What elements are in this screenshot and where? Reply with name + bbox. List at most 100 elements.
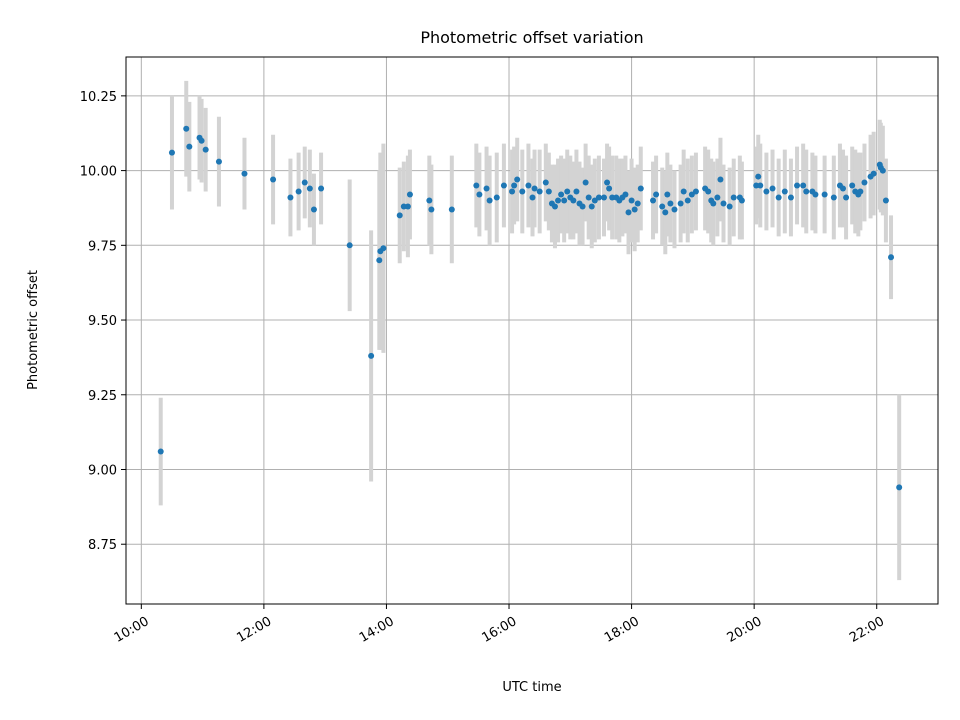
data-point xyxy=(653,191,660,198)
data-point xyxy=(531,185,538,192)
data-point xyxy=(511,182,518,189)
data-point xyxy=(705,188,712,195)
data-point xyxy=(775,194,782,201)
grid-lines xyxy=(126,57,938,604)
data-point xyxy=(662,209,669,216)
y-tick-label: 9.50 xyxy=(88,314,117,329)
data-point xyxy=(404,203,411,210)
data-point xyxy=(622,191,629,198)
data-point xyxy=(634,200,641,207)
x-tick-label: 22:00 xyxy=(847,614,887,646)
data-point xyxy=(476,191,483,198)
data-point xyxy=(186,143,193,150)
data-point xyxy=(380,245,387,252)
data-point xyxy=(794,182,801,189)
data-point xyxy=(241,170,248,177)
data-point xyxy=(514,176,521,183)
data-point xyxy=(287,194,294,201)
data-point xyxy=(720,200,727,207)
x-tick-label: 16:00 xyxy=(479,614,519,646)
data-point xyxy=(692,188,699,195)
data-point xyxy=(426,197,433,204)
data-point xyxy=(879,167,886,174)
data-point xyxy=(555,197,562,204)
data-point xyxy=(680,188,687,195)
data-point xyxy=(536,188,543,195)
data-point xyxy=(659,203,666,210)
x-tick-label: 20:00 xyxy=(725,614,765,646)
data-point xyxy=(677,200,684,207)
data-point xyxy=(483,185,490,192)
data-point xyxy=(637,185,644,192)
x-tick-label: 10:00 xyxy=(112,614,152,646)
y-tick-label: 9.00 xyxy=(88,463,117,478)
data-point xyxy=(714,194,721,201)
x-tick-label: 18:00 xyxy=(602,614,642,646)
data-point xyxy=(551,203,558,210)
data-point xyxy=(849,182,856,189)
data-point xyxy=(882,197,889,204)
data-point xyxy=(561,197,568,204)
y-axis-label: Photometric offset xyxy=(26,270,41,390)
data-point xyxy=(730,194,737,201)
data-point xyxy=(542,179,549,186)
data-point xyxy=(306,185,313,192)
data-point xyxy=(368,352,375,359)
data-point xyxy=(803,188,810,195)
data-point xyxy=(710,200,717,207)
y-axis-ticks: 8.75 9.00 9.25 9.50 9.75 10.00 10.25 xyxy=(80,90,126,553)
data-point xyxy=(684,197,691,204)
data-point xyxy=(588,203,595,210)
data-point xyxy=(168,149,175,156)
data-point xyxy=(650,197,657,204)
data-point xyxy=(595,194,602,201)
data-point xyxy=(870,170,877,177)
x-axis-ticks: 10:00 12:00 14:00 16:00 18:00 20:00 22:00 xyxy=(112,604,887,646)
data-point xyxy=(717,176,724,183)
data-point xyxy=(215,158,222,165)
data-point xyxy=(301,179,308,186)
data-point xyxy=(295,188,302,195)
data-point xyxy=(628,197,635,204)
data-point xyxy=(896,484,903,491)
data-point xyxy=(812,191,819,198)
y-tick-label: 9.25 xyxy=(88,389,117,404)
data-point xyxy=(318,185,325,192)
data-point xyxy=(840,185,847,192)
data-point xyxy=(525,182,532,189)
data-point xyxy=(509,188,516,195)
data-point xyxy=(198,137,205,144)
y-tick-label: 10.00 xyxy=(80,165,117,180)
error-bars xyxy=(158,80,902,581)
data-point xyxy=(667,200,674,207)
chart-title: Photometric offset variation xyxy=(420,28,643,47)
data-point xyxy=(631,206,638,213)
data-point xyxy=(183,125,190,132)
data-point xyxy=(671,206,678,213)
x-tick-label: 12:00 xyxy=(234,614,274,646)
data-point xyxy=(738,197,745,204)
data-point xyxy=(781,188,788,195)
data-point xyxy=(755,173,762,180)
data-point xyxy=(664,191,671,198)
data-point xyxy=(763,188,770,195)
data-point xyxy=(529,194,536,201)
data-point xyxy=(519,188,526,195)
data-point xyxy=(376,257,383,264)
data-point xyxy=(270,176,277,183)
y-tick-label: 10.25 xyxy=(80,90,117,105)
data-point xyxy=(448,206,455,213)
data-point xyxy=(726,203,733,210)
data-point xyxy=(573,188,580,195)
data-point xyxy=(493,194,500,201)
data-point xyxy=(582,179,589,186)
data-point xyxy=(601,194,608,201)
data-point xyxy=(570,197,577,204)
data-point xyxy=(545,188,552,195)
data-point xyxy=(888,254,895,261)
x-axis-label: UTC time xyxy=(502,680,561,695)
data-point xyxy=(800,182,807,189)
data-points xyxy=(157,125,903,491)
data-point xyxy=(625,209,632,216)
